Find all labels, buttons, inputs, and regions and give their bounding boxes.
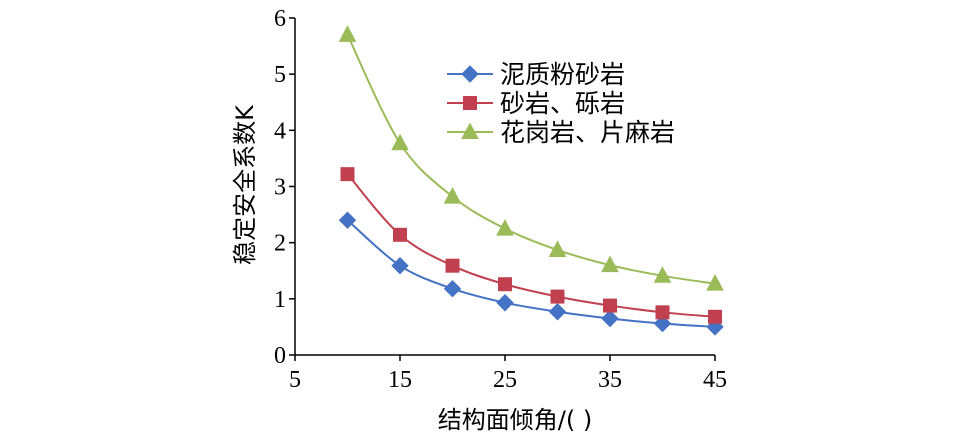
x-tick-label: 25 <box>493 367 517 393</box>
series-layer <box>338 25 724 336</box>
data-point <box>653 314 672 333</box>
x-tick-label: 15 <box>388 367 412 393</box>
series-line <box>346 173 716 318</box>
data-point <box>601 255 619 273</box>
y-tick-label: 4 <box>274 118 286 144</box>
legend-marker <box>461 122 479 139</box>
y-axis-title: 稳定安全系数K <box>231 104 259 265</box>
data-point <box>338 25 357 42</box>
data-point <box>653 266 672 283</box>
series-3 <box>338 25 724 291</box>
data-point <box>548 303 567 321</box>
x-tick-label: 45 <box>703 367 727 393</box>
x-tick-label: 5 <box>289 367 301 393</box>
legend-item: 砂岩、砾岩 <box>447 89 625 118</box>
data-point <box>496 219 514 236</box>
legend-item: 泥质粉砂岩 <box>447 60 625 89</box>
data-point <box>548 240 567 257</box>
legend-label: 泥质粉砂岩 <box>500 60 625 89</box>
data-point <box>445 258 460 273</box>
data-point <box>340 167 355 182</box>
data-point <box>706 274 724 291</box>
data-point <box>655 305 670 320</box>
data-point <box>496 294 514 312</box>
data-point <box>443 187 462 204</box>
x-ticks: 5 15 25 35 45 <box>289 355 727 393</box>
y-tick-label: 5 <box>274 62 286 88</box>
data-point <box>391 256 409 275</box>
data-point <box>498 277 512 292</box>
legend-label: 砂岩、砾岩 <box>500 89 625 118</box>
x-tick-label: 35 <box>598 367 622 393</box>
series-2 <box>340 167 722 324</box>
data-point <box>338 211 357 229</box>
y-tick-label: 3 <box>274 175 286 201</box>
y-tick-label: 6 <box>274 6 286 32</box>
legend-marker <box>463 96 477 110</box>
data-point <box>601 309 619 328</box>
data-point <box>603 298 617 313</box>
y-tick-label: 2 <box>274 231 286 257</box>
legend-marker <box>461 65 479 83</box>
data-point <box>550 289 565 304</box>
legend-label: 花岗岩、片麻岩 <box>500 118 675 147</box>
y-tick-label: 1 <box>274 287 286 313</box>
data-point <box>391 133 409 151</box>
data-point <box>708 309 722 324</box>
legend-item: 花岗岩、片麻岩 <box>447 118 675 147</box>
y-tick-label: 0 <box>274 343 286 369</box>
data-point <box>393 227 407 242</box>
data-point <box>443 280 462 298</box>
x-axis-title: 结构面倾角/( ) <box>438 406 592 434</box>
y-ticks: 0 1 2 3 4 5 6 <box>274 6 295 369</box>
series-1 <box>338 211 724 336</box>
